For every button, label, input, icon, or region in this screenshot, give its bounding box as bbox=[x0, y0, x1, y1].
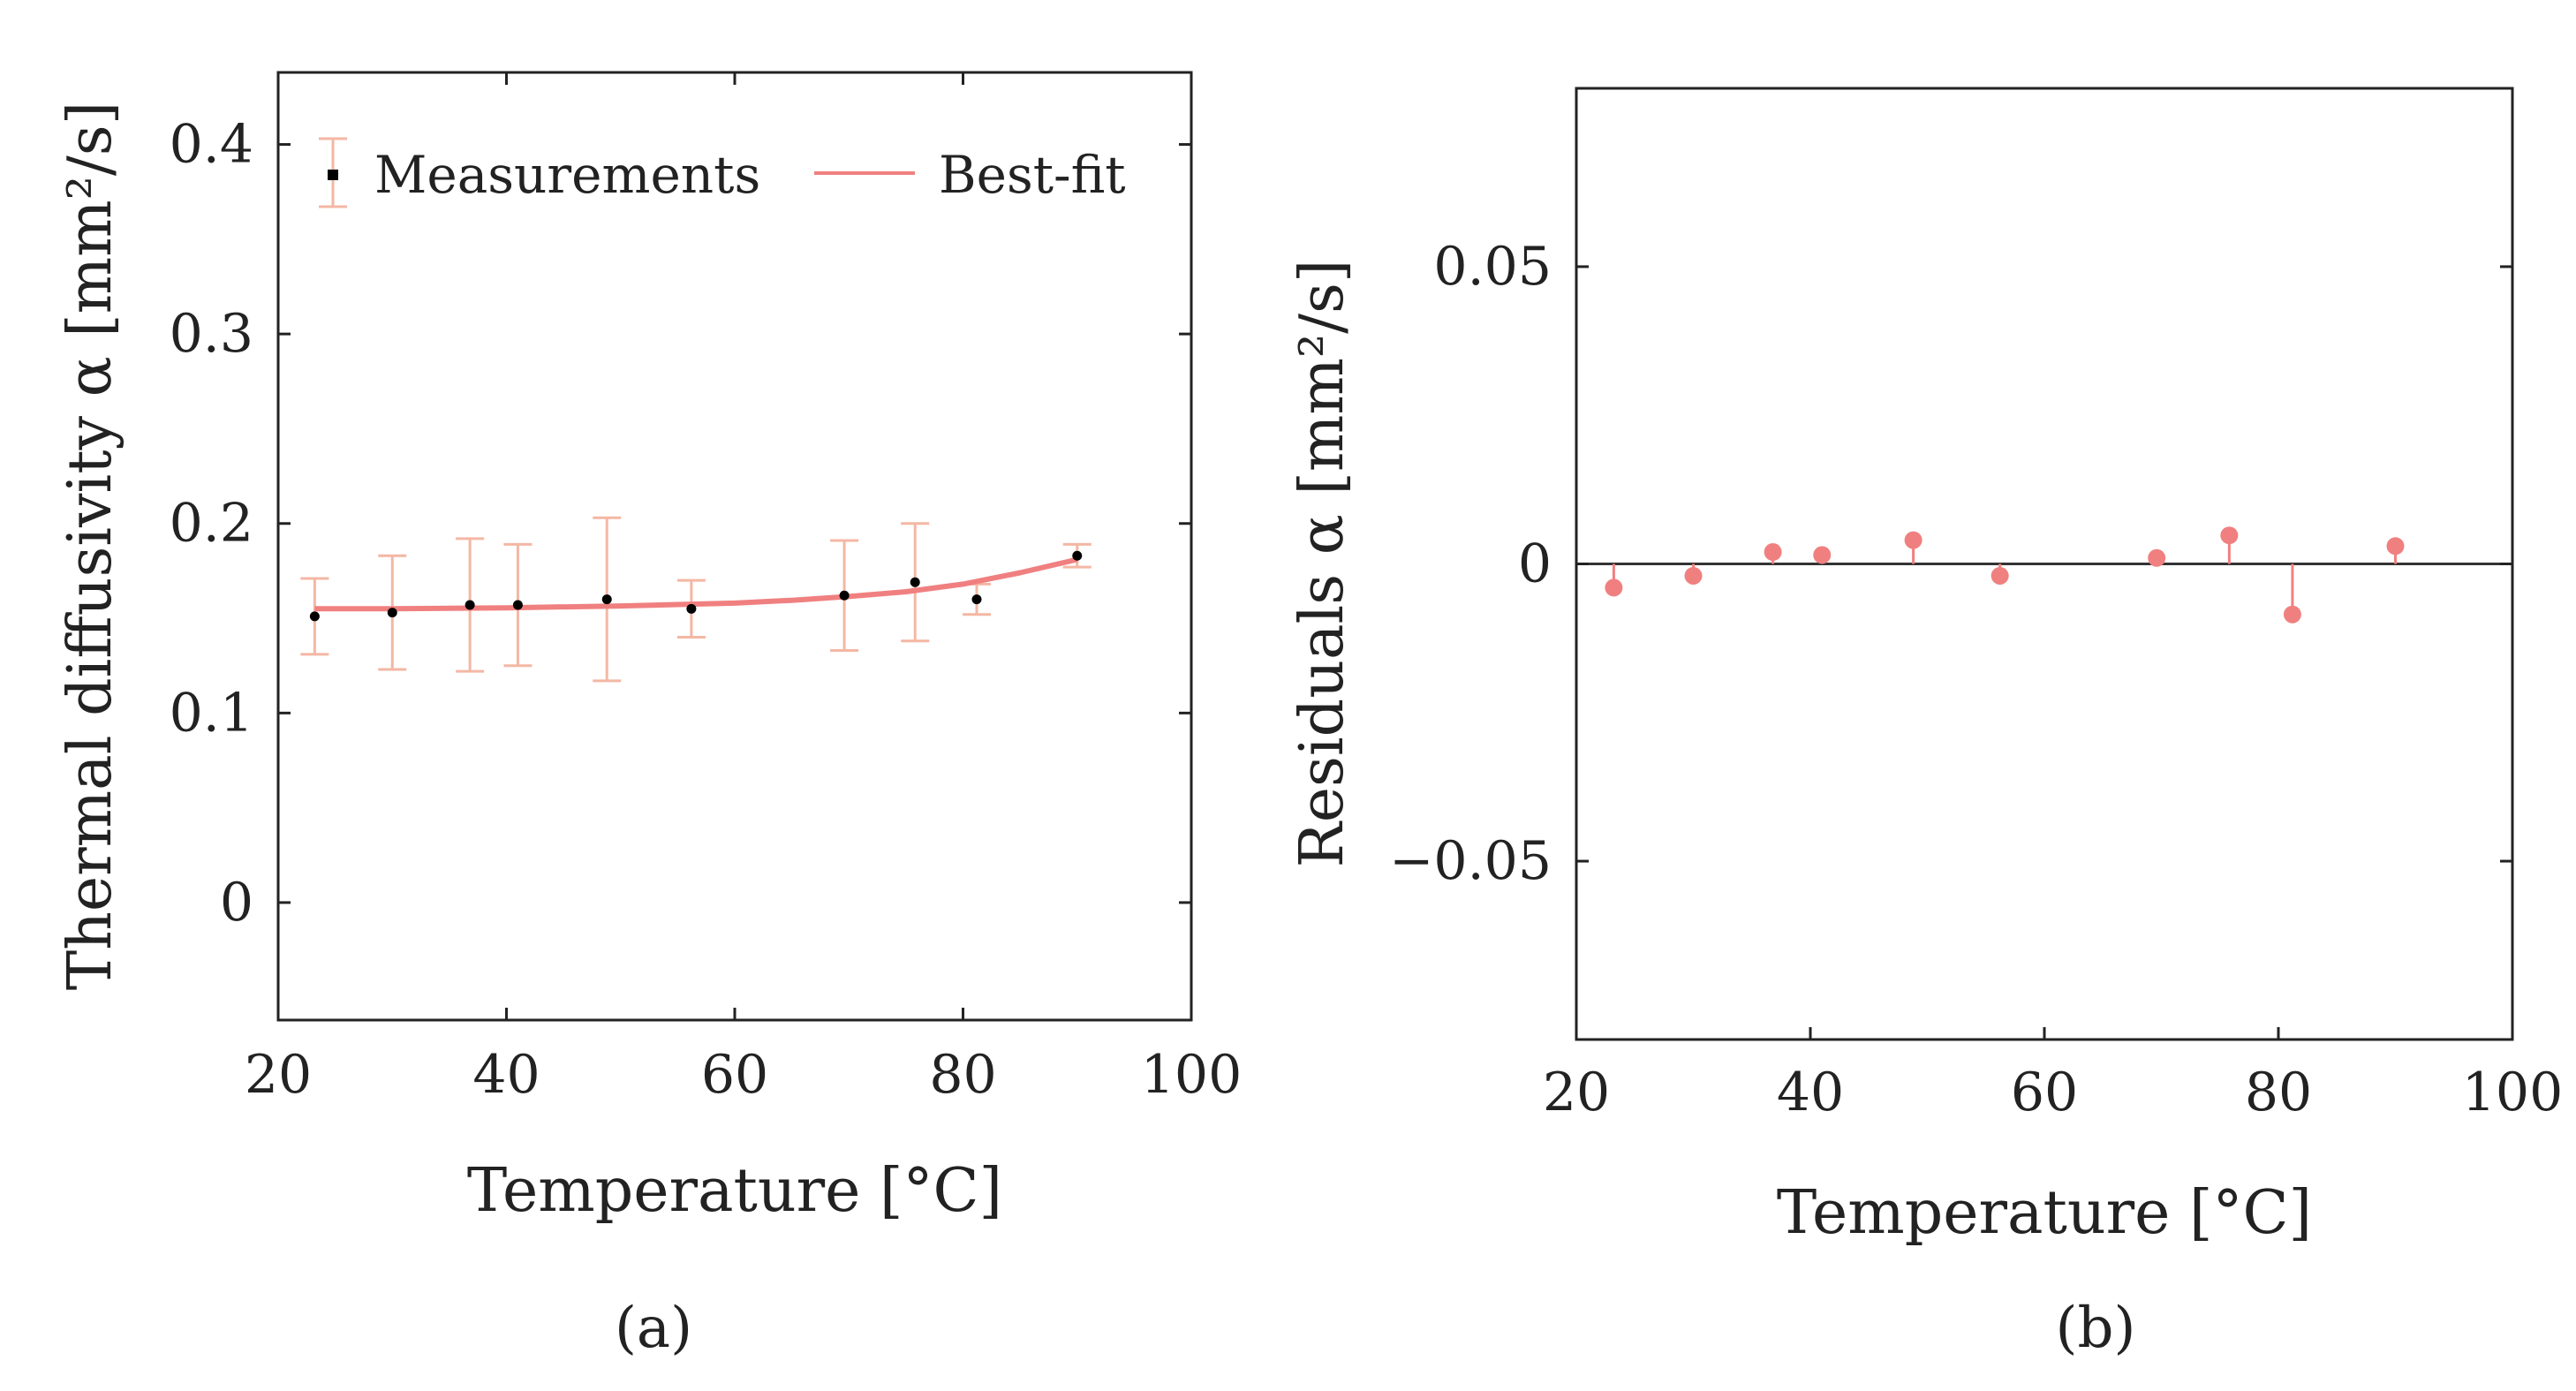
residual-point bbox=[1991, 566, 2009, 585]
residual-stem bbox=[2386, 537, 2405, 564]
panel-a-y-tick-label: 0.2 bbox=[170, 493, 253, 555]
panel-a-y-tick-label: 0 bbox=[220, 872, 253, 934]
panel-b-x-tick-label: 40 bbox=[1777, 1062, 1844, 1123]
panel-a-plot-frame bbox=[276, 71, 1193, 1022]
panel-a-y-tick-label: 0.1 bbox=[170, 682, 253, 744]
panel-a-legend: Measurements Best-fit bbox=[319, 137, 1126, 208]
residual-point bbox=[2148, 548, 2166, 567]
panel-a-x-tick-label: 60 bbox=[701, 1044, 768, 1106]
measurement-point bbox=[910, 577, 920, 587]
measurement-point bbox=[686, 603, 697, 614]
legend-measurements-symbol bbox=[319, 137, 347, 208]
panel-a-y-axis-label: Thermal diffusivity α [mm²/s] bbox=[56, 102, 125, 990]
panel-a-x-axis-label: Temperature [°C] bbox=[467, 1156, 1002, 1226]
panel-b-x-tick-label: 20 bbox=[1543, 1062, 1610, 1123]
residual-point bbox=[1813, 546, 1832, 564]
panel-b-y-axis-label: Residuals α [mm²/s] bbox=[1288, 260, 1357, 868]
residual-stem bbox=[1813, 546, 1832, 564]
residual-stem bbox=[1904, 531, 1923, 564]
residual-point bbox=[1904, 531, 1923, 549]
measurement-point bbox=[839, 590, 850, 601]
panel-a-y-tick-label: 0.3 bbox=[170, 303, 253, 365]
panel-a-x-tick-label: 80 bbox=[929, 1044, 996, 1106]
panel-b-x-tick-label: 80 bbox=[2245, 1062, 2312, 1123]
panel-a-x-tick-label: 40 bbox=[472, 1044, 540, 1106]
panel-a-label: (a) bbox=[615, 1296, 692, 1361]
residual-stem bbox=[1605, 563, 1623, 597]
legend-best-fit-label: Best-fit bbox=[939, 145, 1126, 205]
measurement-point bbox=[971, 594, 982, 605]
panel-b-x-axis-label: Temperature [°C] bbox=[1777, 1178, 2312, 1248]
residual-point bbox=[1684, 566, 1703, 585]
best-fit-line bbox=[314, 556, 1078, 612]
panel-b-y-tick-label: −0.05 bbox=[1389, 830, 1552, 892]
panel-b-y-tick-label: 0 bbox=[1518, 533, 1552, 595]
residual-stem bbox=[1991, 563, 2009, 585]
measurement-point bbox=[601, 594, 612, 605]
residual-stem bbox=[2283, 563, 2301, 624]
residual-point bbox=[2283, 605, 2301, 624]
panel-b-chart: 20 40 60 80 100 −0.05 0 0.05 Temperature [°C] R… bbox=[1288, 87, 2564, 1361]
measurement-point bbox=[465, 600, 475, 610]
residual-stem bbox=[1684, 563, 1703, 585]
panel-b-x-tick-label: 60 bbox=[2011, 1062, 2078, 1123]
measurement-point bbox=[387, 608, 397, 618]
legend-measurements-label: Measurements bbox=[374, 145, 760, 205]
panel-b-x-tick-label: 100 bbox=[2462, 1062, 2564, 1123]
residual-stem bbox=[2220, 526, 2239, 564]
residual-point bbox=[1605, 578, 1623, 597]
panel-a-x-tick-label: 20 bbox=[245, 1044, 312, 1106]
panel-b-y-tick-label: 0.05 bbox=[1433, 236, 1552, 298]
residual-point bbox=[1764, 543, 1782, 562]
residual-point bbox=[2386, 537, 2405, 556]
residual-stem bbox=[1764, 543, 1782, 564]
residual-point bbox=[2220, 526, 2239, 545]
measurement-point bbox=[512, 600, 523, 610]
residual-stem bbox=[2148, 548, 2166, 567]
panel-b-label: (b) bbox=[2056, 1296, 2136, 1361]
measurement-point bbox=[309, 611, 320, 622]
panel-a-chart: 20 40 60 80 100 0 0.1 0.2 0.3 0.4 Measurements Be… bbox=[56, 71, 1243, 1361]
measurement-point bbox=[1072, 550, 1083, 561]
panel-a-y-tick-label: 0.4 bbox=[170, 114, 253, 176]
panel-a-x-tick-label: 100 bbox=[1141, 1044, 1243, 1106]
